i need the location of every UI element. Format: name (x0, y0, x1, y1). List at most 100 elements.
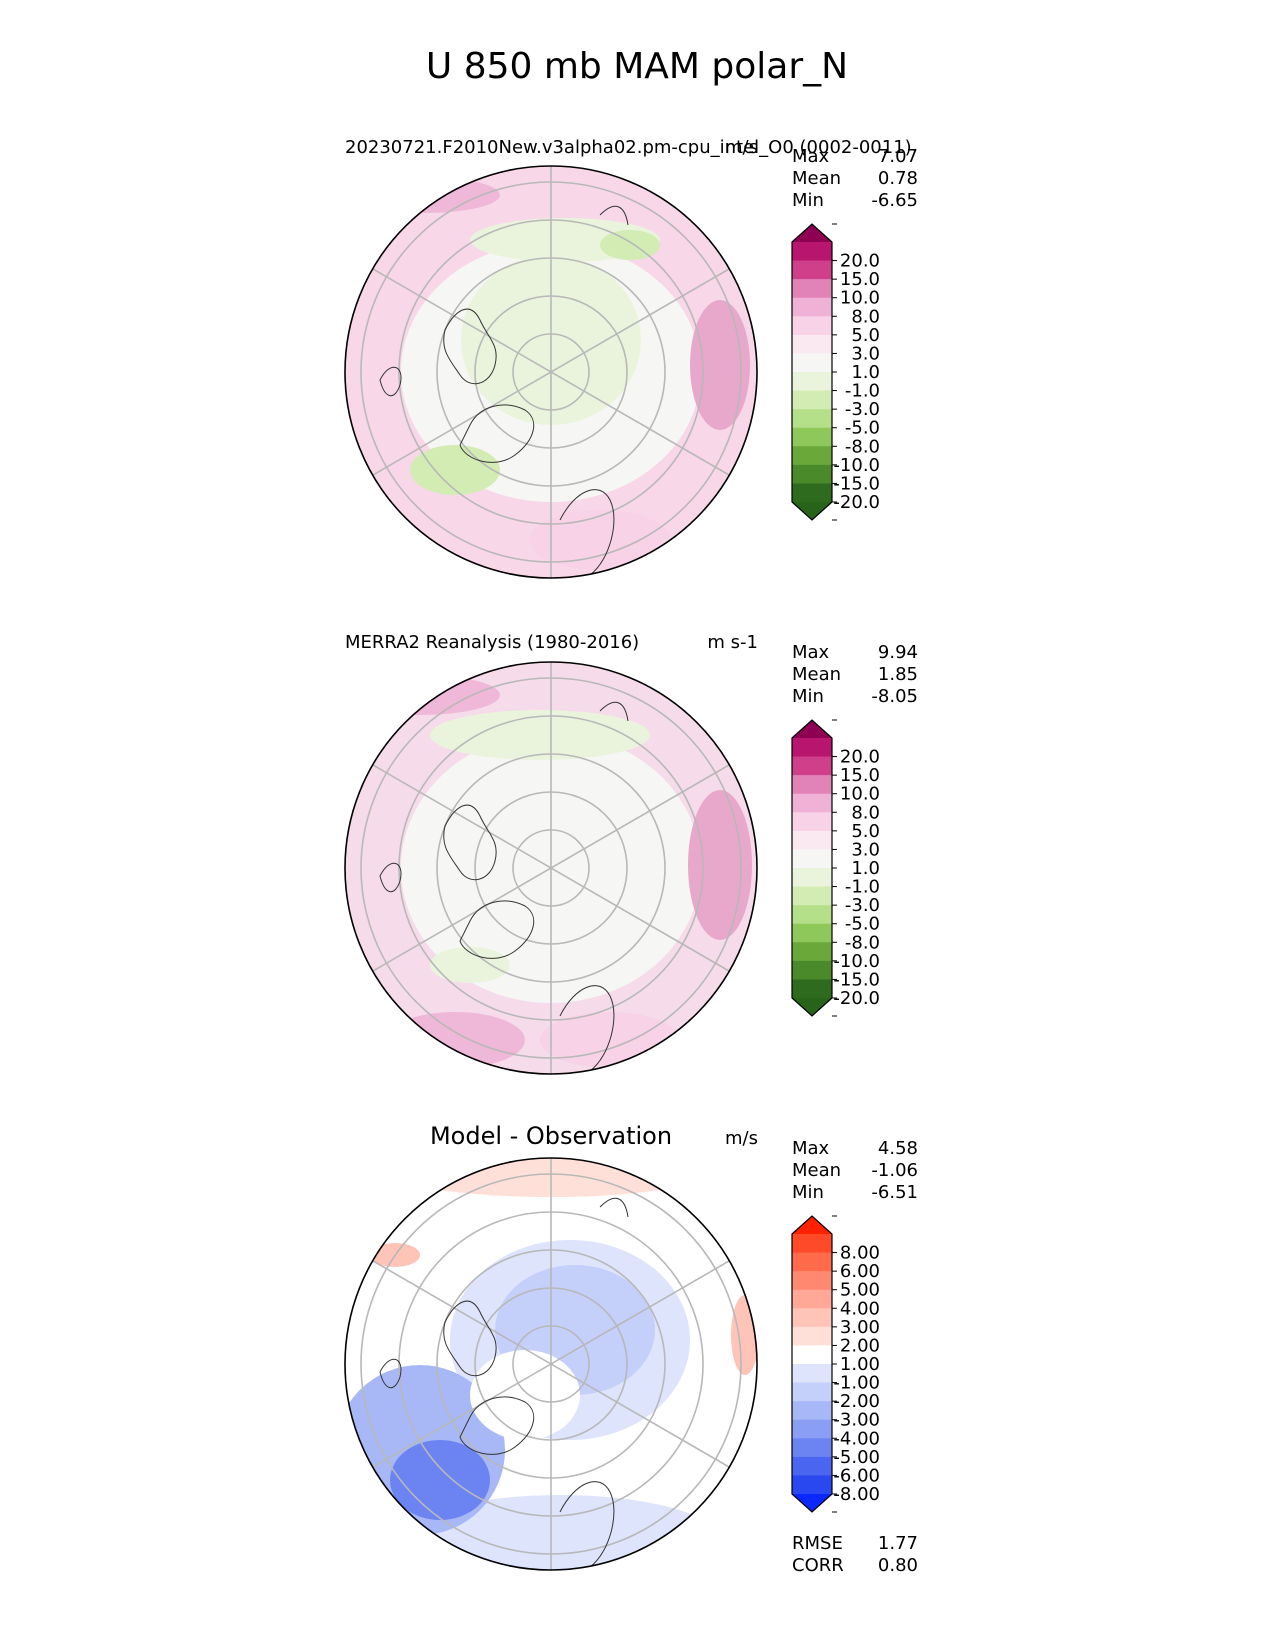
colorbar-tick-label: 15.0 (840, 765, 880, 786)
colorbar-bin (792, 923, 832, 943)
colorbar-extend-top (792, 1216, 832, 1234)
panel-obs-title: MERRA2 Reanalysis (1980-2016) (345, 632, 639, 653)
colorbar-tick-label: -5.00 (833, 1447, 880, 1468)
colorbar-extend-bottom (792, 502, 832, 520)
colorbar-tick-label: 4.00 (840, 1298, 880, 1319)
panel-diff-stats: Max 4.58 Mean -1.06 Min -6.51 (792, 1138, 918, 1203)
colorbar-bin (792, 1419, 832, 1439)
colorbar-tick-label: 6.00 (840, 1261, 880, 1282)
colorbar-bin (792, 886, 832, 906)
coastlines (379, 1197, 629, 1568)
colorbar-bin (792, 427, 832, 447)
colorbar-bin (792, 1252, 832, 1272)
colorbar-bin (792, 1234, 832, 1254)
colorbar-tick-label: -15.0 (833, 473, 880, 494)
graticule (360, 662, 742, 1074)
colorbar-tick-label: -20.0 (833, 988, 880, 1009)
colorbar-tick-label: -5.0 (845, 418, 880, 439)
stat-max-value: 7.07 (878, 146, 918, 167)
colorbar-tick-label: -3.0 (845, 895, 880, 916)
colorbar-bin (792, 868, 832, 888)
colorbar-bin (792, 242, 832, 262)
panel-model-units: m/s (725, 137, 758, 158)
colorbar-tick-label: 1.00 (840, 1354, 880, 1375)
field-westerly-pacific (690, 300, 750, 430)
colorbar-tick-label: -8.0 (845, 436, 880, 457)
colorbar-bin (792, 409, 832, 429)
colorbar-tick-label: 20.0 (840, 251, 880, 272)
colorbar-tick-label: -5.0 (845, 914, 880, 935)
colorbar-tick-label: -10.0 (833, 455, 880, 476)
colorbar-tick-label: 5.0 (851, 821, 880, 842)
colorbar-tick-label: -15.0 (833, 969, 880, 990)
colorbar-bin (792, 812, 832, 832)
colorbar-bin (792, 942, 832, 962)
colorbar-tick-label: 8.0 (851, 802, 880, 823)
field-positive-north (400, 1158, 700, 1197)
field-easterly-light (430, 947, 510, 983)
colorbar-tick-label: -1.0 (845, 381, 880, 402)
colorbar-tick-label: 3.0 (851, 839, 880, 860)
colorbar-bin (792, 297, 832, 317)
colorbar-bin (792, 1289, 832, 1309)
panel-diff-footer: RMSE 1.77 CORR 0.80 (792, 1533, 918, 1576)
colorbar-bin (792, 775, 832, 795)
colorbar-bin (792, 756, 832, 776)
colorbar-tick-label: -2.00 (833, 1391, 880, 1412)
colorbar-tick-label: 15.0 (840, 269, 880, 290)
stat-max-label: Max (792, 642, 830, 663)
colorbar-tick-label: 5.0 (851, 325, 880, 346)
colorbar-bin (792, 849, 832, 869)
stat-max-label: Max (792, 146, 830, 167)
field-easterly-moderate-2 (410, 445, 500, 495)
stat-max-value: 9.94 (878, 642, 918, 663)
colorbar-bin (792, 830, 832, 851)
colorbar-tick-label: -4.00 (833, 1428, 880, 1449)
field-westerly-south (530, 510, 670, 570)
colorbar-tick-label: 5.00 (840, 1280, 880, 1301)
colorbar-bin (792, 905, 832, 925)
stat-min-value: -6.65 (871, 190, 918, 211)
colorbar-tick-label: 20.0 (840, 747, 880, 768)
panel-model: 20230721.F2010New.v3alpha02.pm-cpu_intel… (344, 137, 918, 579)
colorbar-bin (792, 960, 832, 981)
stat-mean-value: -1.06 (871, 1160, 918, 1181)
colorbar-bin (792, 738, 832, 758)
colorbar-tick-label: 3.0 (851, 343, 880, 364)
colorbar-tick-label: 1.0 (851, 362, 880, 383)
colorbar-bin (792, 353, 832, 373)
colorbar-tick-label: 10.0 (840, 288, 880, 309)
rmse-label: RMSE (792, 1533, 843, 1554)
colorbar-tick-label: -8.0 (845, 932, 880, 953)
colorbar-tick-label: -10.0 (833, 951, 880, 972)
colorbar-tick-label: -1.0 (845, 877, 880, 898)
stat-mean-label: Mean (792, 664, 841, 685)
colorbar-bin (792, 316, 832, 336)
stat-mean-label: Mean (792, 1160, 841, 1181)
figure-title: U 850 mb MAM polar_N (426, 46, 848, 87)
panel-diff-colorbar: 8.006.005.004.003.002.001.00-1.00-2.00-3… (791, 1215, 880, 1513)
panel-obs-colorbar: 20.015.010.08.05.03.01.0-1.0-3.0-5.0-8.0… (791, 719, 880, 1017)
panel-obs-map (344, 661, 758, 1075)
colorbar-tick-label: -3.00 (833, 1410, 880, 1431)
field-greenland (470, 1350, 580, 1440)
colorbar-bin (792, 372, 832, 392)
panel-diff-units: m/s (725, 1128, 758, 1149)
colorbar-bin (792, 793, 832, 813)
colorbar-bin (792, 1364, 832, 1384)
colorbar-extend-bottom (792, 998, 832, 1016)
colorbar-tick-label: -8.00 (833, 1484, 880, 1505)
colorbar-bin (792, 1345, 832, 1365)
colorbar-tick-label: -20.0 (833, 492, 880, 513)
colorbar-bin (792, 979, 832, 999)
colorbar-tick-label: 3.00 (840, 1317, 880, 1338)
colorbar-bin (792, 390, 832, 410)
corr-label: CORR (792, 1555, 844, 1576)
colorbar-bin (792, 1456, 832, 1477)
coastlines (379, 701, 629, 1072)
field-negative-atlantic-core (390, 1440, 490, 1520)
stat-min-label: Min (792, 686, 824, 707)
colorbar-bin (792, 1326, 832, 1347)
stat-min-label: Min (792, 190, 824, 211)
